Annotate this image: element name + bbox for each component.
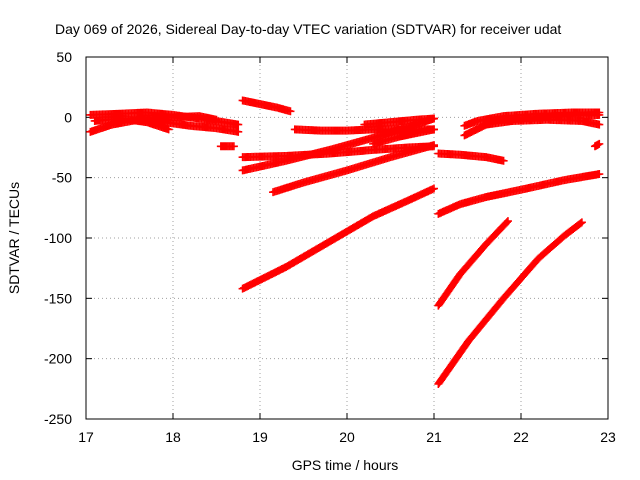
x-tick-label: 21 — [426, 429, 442, 445]
data-point — [499, 156, 508, 165]
y-tick-label: -150 — [44, 290, 72, 306]
x-tick-label: 19 — [252, 429, 268, 445]
x-axis-ticks: 17 18 19 20 21 22 23 — [78, 57, 616, 445]
data-point — [430, 184, 438, 193]
series-arc — [238, 96, 295, 116]
y-axis-label: SDTVAR / TECUs — [6, 181, 22, 295]
data-point — [286, 107, 295, 116]
data-points — [86, 96, 604, 389]
series-arc — [434, 149, 508, 165]
series-arc — [90, 114, 173, 134]
x-tick-label: 23 — [600, 429, 616, 445]
data-point — [430, 125, 438, 134]
data-point — [576, 219, 585, 228]
series-arc — [434, 170, 604, 218]
x-tick-label: 20 — [339, 429, 355, 445]
series-arc — [590, 139, 604, 151]
data-point — [503, 217, 512, 226]
y-tick-label: -200 — [44, 351, 72, 367]
series-arc — [134, 112, 221, 124]
data-point — [595, 170, 604, 179]
series-arc — [482, 110, 604, 125]
x-tick-label: 22 — [513, 429, 529, 445]
data-point — [164, 125, 173, 134]
data-point — [595, 110, 604, 119]
x-tick-label: 17 — [78, 429, 94, 445]
data-point — [229, 142, 238, 151]
y-tick-label: -250 — [44, 411, 72, 427]
data-point — [234, 127, 243, 136]
data-point — [212, 115, 221, 124]
data-point — [430, 114, 438, 123]
data-point — [430, 141, 438, 150]
y-tick-label: -100 — [44, 230, 72, 246]
series-arc — [369, 125, 438, 148]
series-arc — [434, 218, 586, 389]
series-arc — [434, 217, 512, 310]
data-point — [502, 218, 511, 227]
chart-title: Day 069 of 2026, Sidereal Day-to-day VTE… — [55, 21, 562, 37]
series-arc — [238, 184, 438, 293]
y-tick-label: 50 — [56, 49, 72, 65]
y-tick-label: -50 — [52, 170, 72, 186]
x-axis-label: GPS time / hours — [291, 457, 399, 473]
series-arc — [360, 114, 438, 129]
series-arc — [269, 141, 438, 197]
data-point — [234, 120, 243, 129]
data-point — [577, 218, 586, 227]
x-tick-label: 18 — [165, 429, 181, 445]
data-point — [595, 139, 604, 148]
y-tick-label: 0 — [64, 109, 72, 125]
series-arc — [216, 142, 238, 151]
data-point — [595, 120, 604, 129]
y-axis-ticks: 50 0 -50 -100 -150 -200 -250 — [44, 49, 608, 427]
